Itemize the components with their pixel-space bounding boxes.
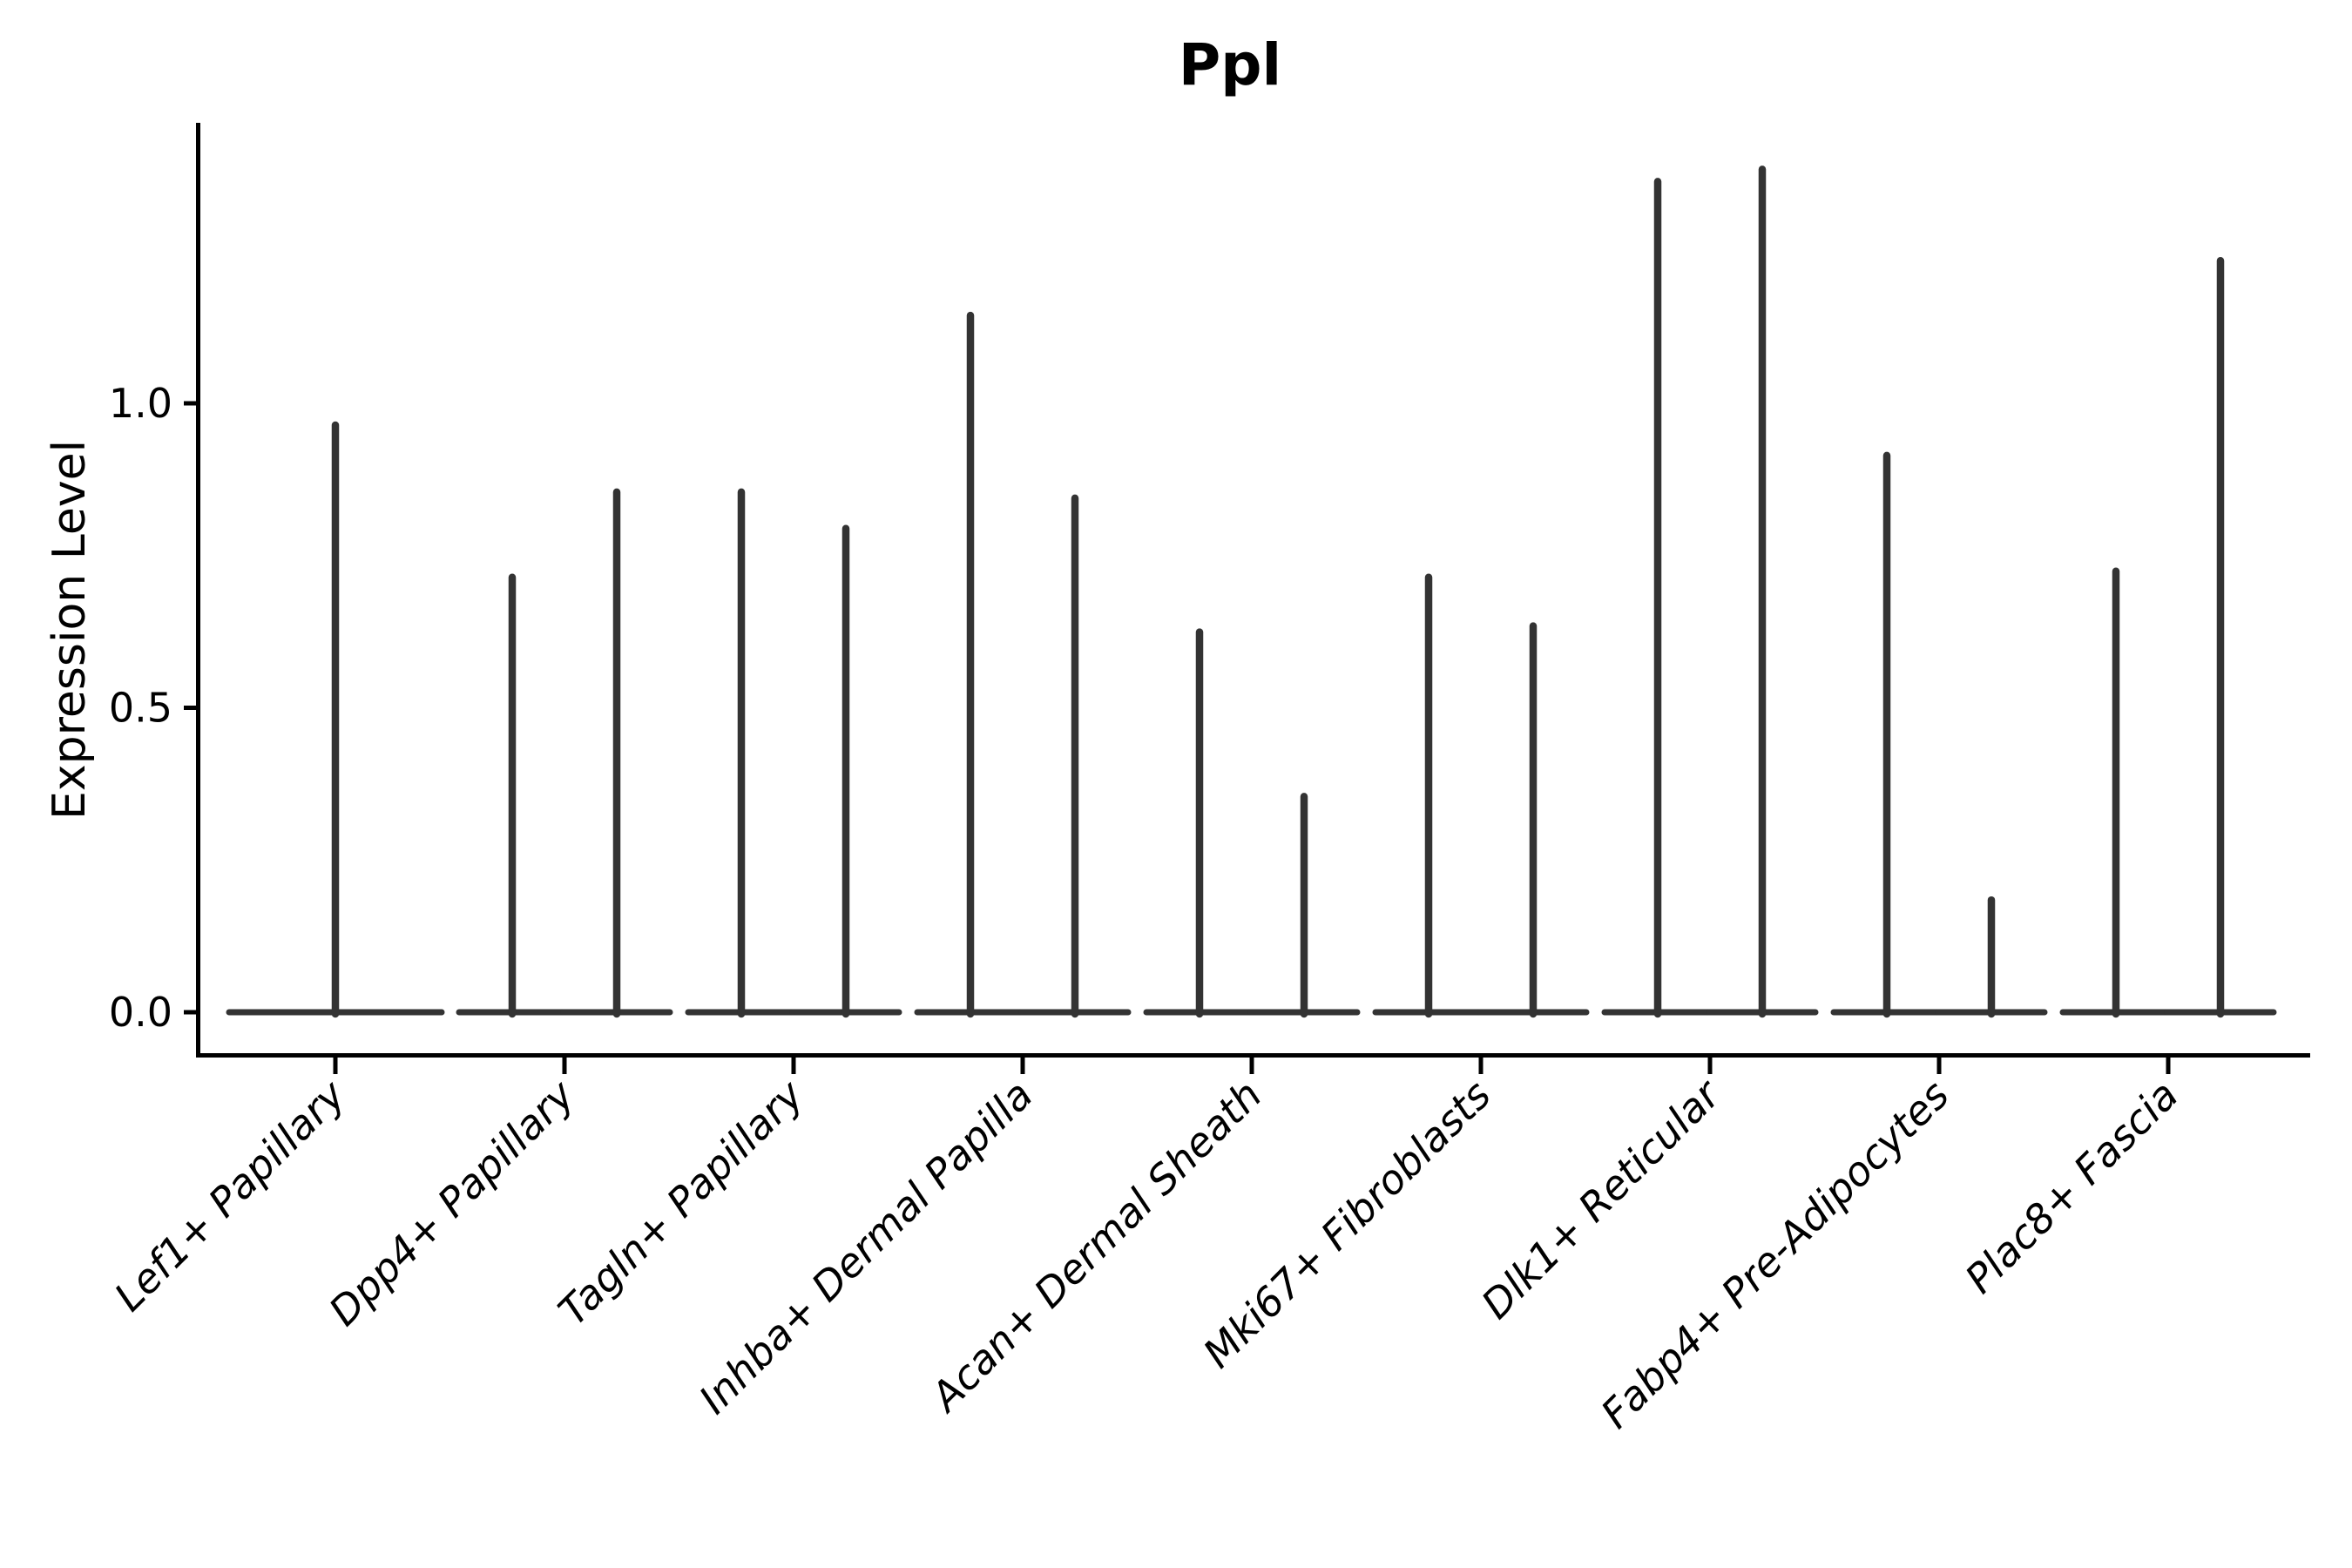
violin [1247, 793, 1361, 1018]
violin [1601, 178, 1714, 1018]
x-tick-label: Lef1+ Papillary [105, 1071, 355, 1320]
x-tick-label: Dlk1+ Reticular [1472, 1069, 1731, 1328]
violin [914, 311, 1027, 1018]
violin [685, 488, 798, 1018]
x-tick-label: Plac8+ Fascia [1956, 1071, 2186, 1302]
violin [1143, 628, 1256, 1018]
violin [1706, 166, 1819, 1018]
violin [1372, 573, 1485, 1018]
violin [1477, 622, 1590, 1018]
violin [1830, 451, 1943, 1018]
y-tick-label: 0.5 [109, 685, 172, 732]
violin [1935, 896, 2048, 1018]
violin [226, 421, 445, 1018]
violin [1018, 494, 1132, 1018]
y-tick-label: 1.0 [109, 380, 172, 427]
violin [456, 573, 569, 1018]
plot-title: Ppl [1178, 31, 1282, 98]
violins-group [226, 166, 2277, 1018]
x-tick-label: Tagln+ Papillary [549, 1071, 813, 1335]
y-tick-label: 0.0 [109, 989, 172, 1036]
y-axis-ticks: 0.0 0.5 1.0 [109, 380, 199, 1036]
violin [2164, 256, 2277, 1018]
violin [560, 488, 673, 1018]
violin [789, 524, 902, 1018]
x-axis-ticks [333, 1055, 2171, 1074]
x-tick-label: Dpp4+ Papillary [320, 1071, 584, 1335]
violin [2059, 567, 2173, 1018]
